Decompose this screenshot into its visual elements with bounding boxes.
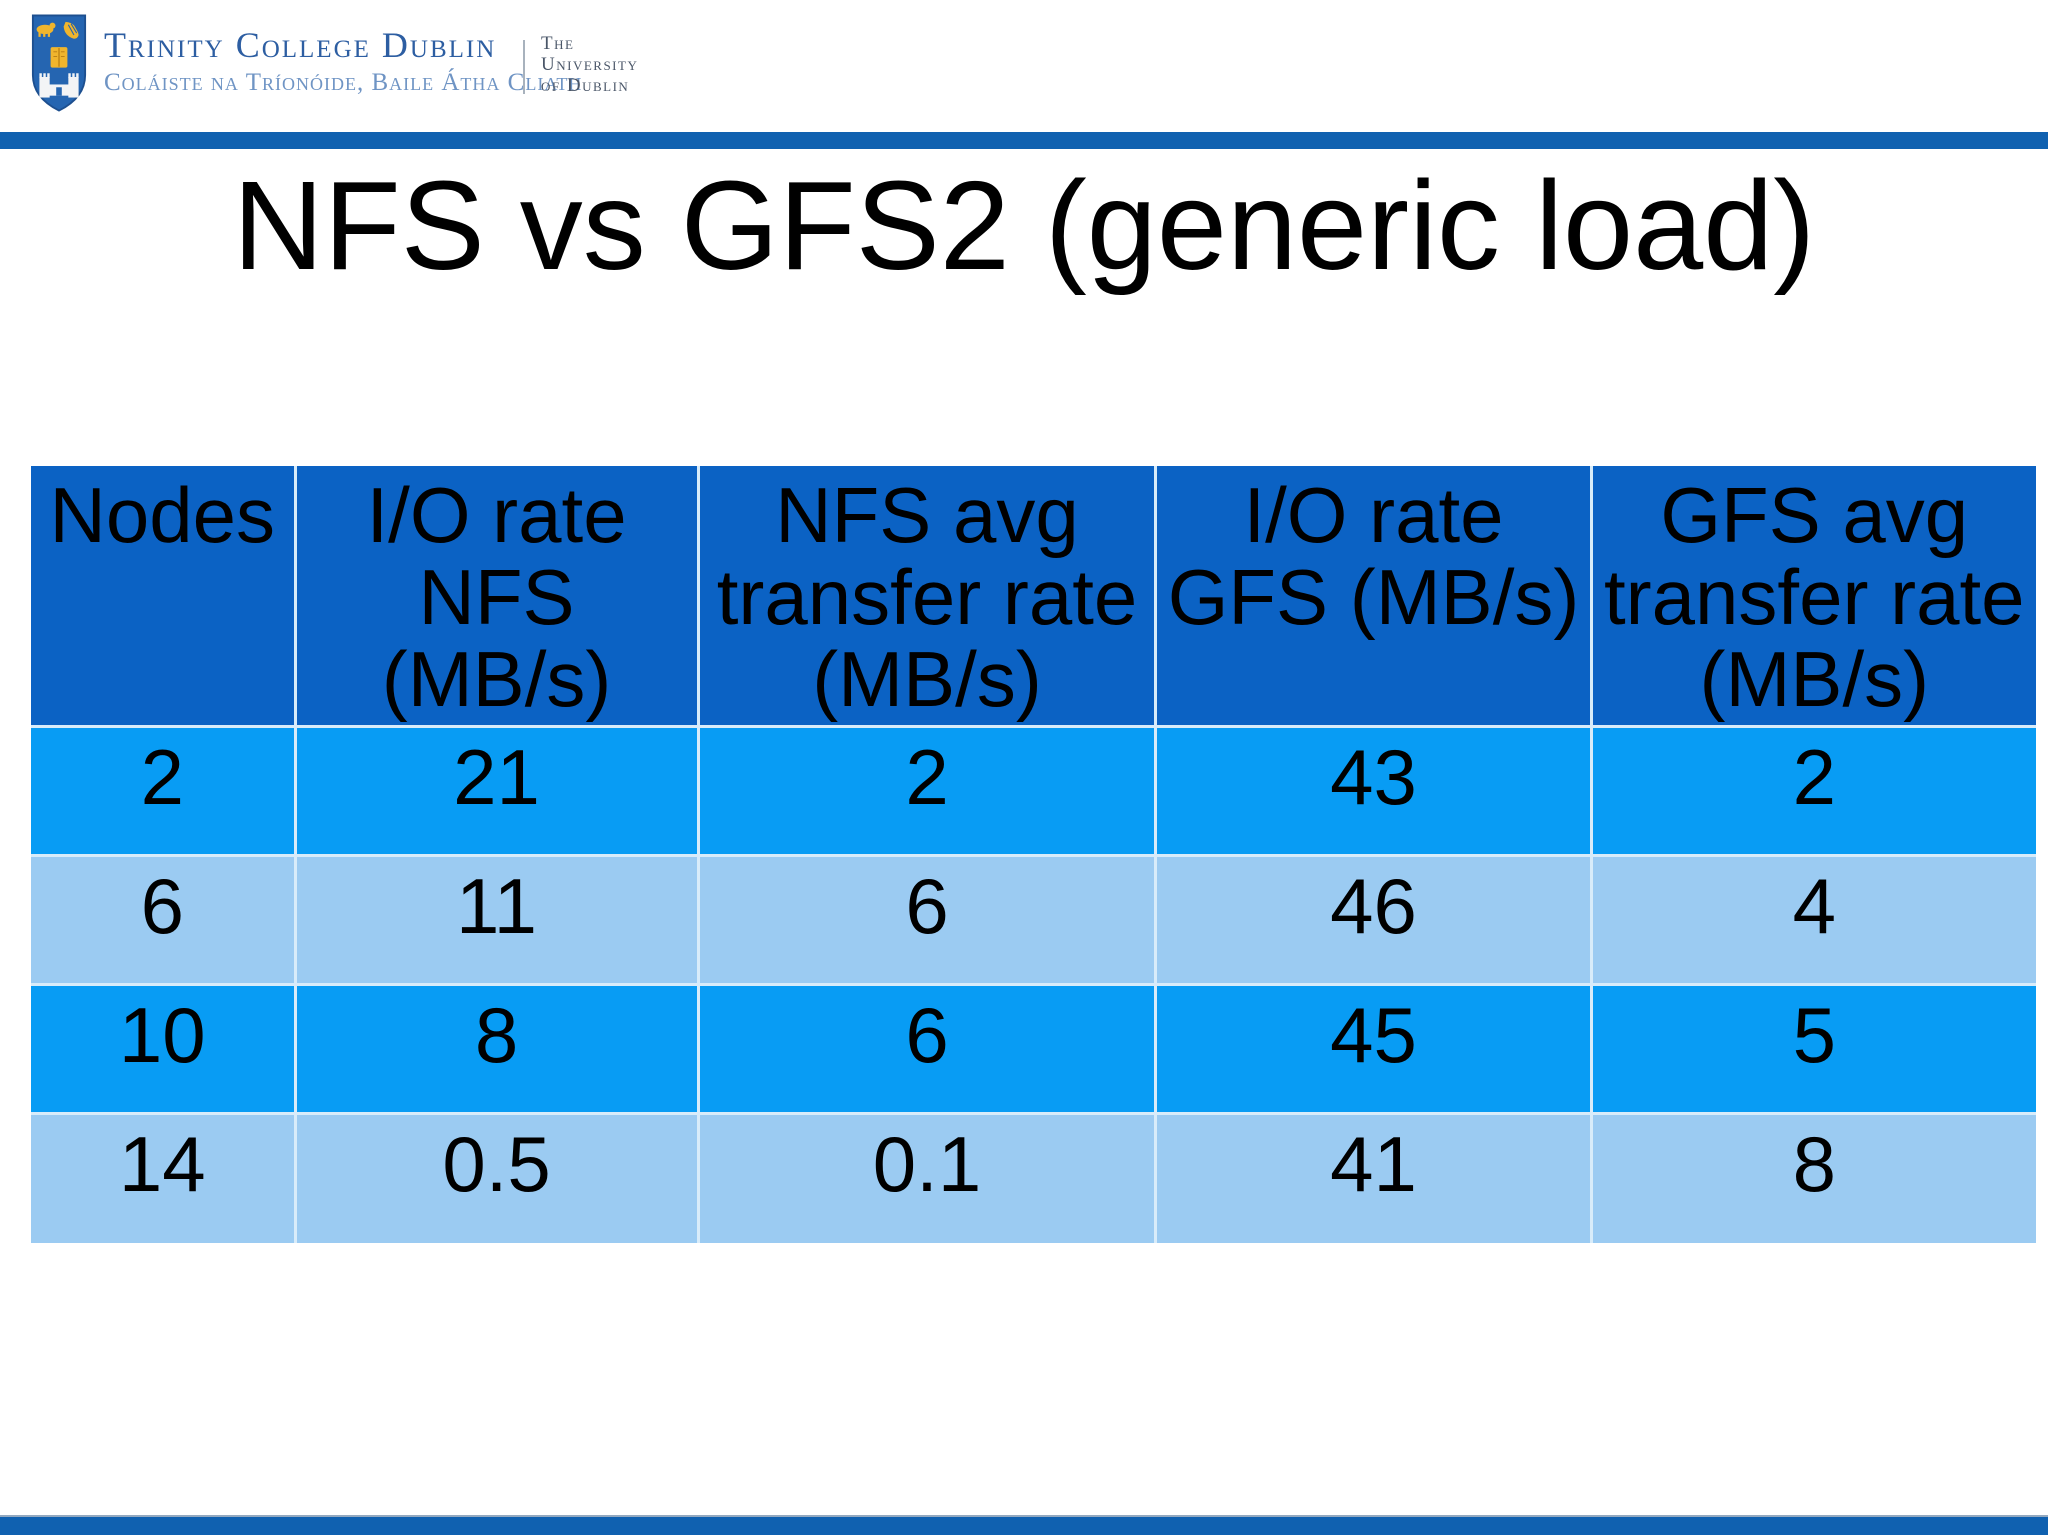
header-accent-bar (0, 132, 2048, 149)
cell-nfs-avg-transfer: 2 (698, 726, 1158, 857)
cell-io-rate-nfs: 8 (295, 984, 700, 1115)
university-line: of Dublin (541, 75, 630, 96)
column-header-nodes: Nodes (31, 466, 297, 728)
header-branding: Trinity College Dublin Coláiste na Tríon… (0, 0, 2048, 132)
cell-gfs-avg-transfer: 5 (1591, 984, 2036, 1115)
cell-io-rate-gfs: 45 (1155, 984, 1593, 1115)
table-row: 10 8 6 45 5 (31, 984, 2036, 1115)
column-header-gfs-avg-transfer: GFS avg transfer rate (MB/s) (1591, 466, 2036, 728)
college-names: Trinity College Dublin Coláiste na Tríon… (104, 25, 583, 98)
column-header-nfs-avg-transfer: NFS avg transfer rate (MB/s) (698, 466, 1158, 728)
cell-nfs-avg-transfer: 6 (698, 855, 1158, 986)
nfs-gfs2-comparison-table: Nodes I/O rate NFS (MB/s) NFS avg transf… (31, 466, 2036, 1243)
cell-nodes: 6 (31, 855, 297, 986)
cell-io-rate-nfs: 11 (295, 855, 700, 986)
column-header-io-rate-gfs: I/O rate GFS (MB/s) (1155, 466, 1593, 728)
college-name-irish: Coláiste na Tríonóide, Baile Átha Cliath (104, 69, 583, 96)
column-header-io-rate-nfs: I/O rate NFS (MB/s) (295, 466, 700, 728)
slide-title: NFS vs GFS2 (generic load) (232, 155, 1816, 296)
footer-accent-bar (0, 1515, 2048, 1535)
cell-io-rate-gfs: 46 (1155, 855, 1593, 986)
cell-nfs-avg-transfer: 6 (698, 984, 1158, 1115)
cell-gfs-avg-transfer: 8 (1591, 1113, 2036, 1243)
cell-gfs-avg-transfer: 2 (1591, 726, 2036, 857)
cell-nfs-avg-transfer: 0.1 (698, 1113, 1158, 1243)
tcd-crest-icon (31, 14, 87, 112)
table-row: 2 21 2 43 2 (31, 726, 2036, 857)
cell-io-rate-nfs: 0.5 (295, 1113, 700, 1243)
college-name: Trinity College Dublin (104, 25, 497, 65)
cell-nodes: 10 (31, 984, 297, 1115)
table-row: 14 0.5 0.1 41 8 (31, 1113, 2036, 1243)
university-of-dublin: The University of Dublin (541, 33, 638, 96)
cell-nodes: 2 (31, 726, 297, 857)
cell-nodes: 14 (31, 1113, 297, 1243)
university-line: The (541, 33, 575, 54)
brand-divider (523, 40, 525, 94)
cell-io-rate-gfs: 41 (1155, 1113, 1593, 1243)
university-line: University (541, 54, 639, 75)
cell-gfs-avg-transfer: 4 (1591, 855, 2036, 986)
cell-io-rate-gfs: 43 (1155, 726, 1593, 857)
table-header-row: Nodes I/O rate NFS (MB/s) NFS avg transf… (31, 466, 2036, 728)
table-row: 6 11 6 46 4 (31, 855, 2036, 986)
cell-io-rate-nfs: 21 (295, 726, 700, 857)
